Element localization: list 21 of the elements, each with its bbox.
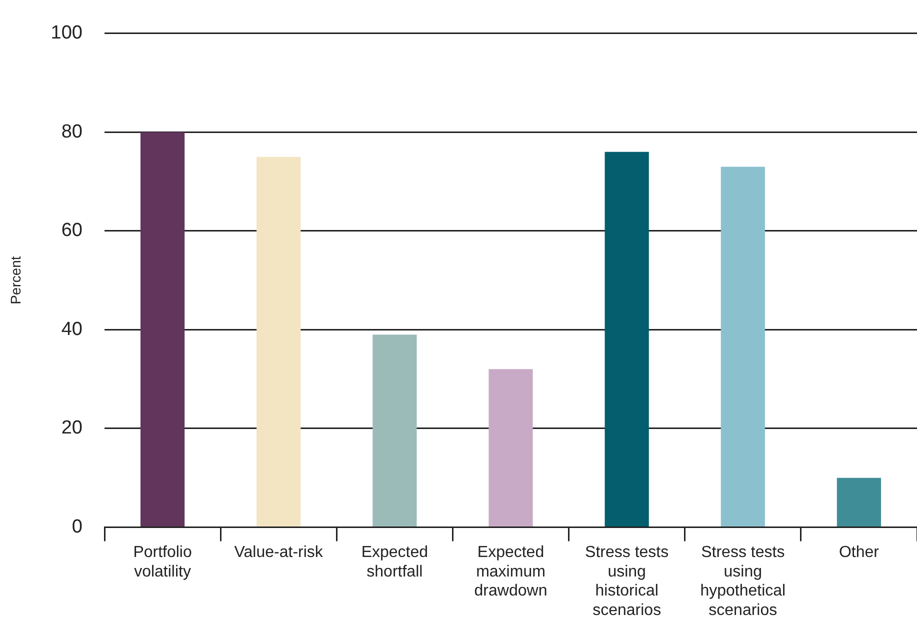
y-tick-label: 40: [61, 318, 82, 340]
bar: [256, 156, 301, 526]
bar: [604, 152, 649, 526]
bar: [720, 166, 765, 526]
bar: [836, 478, 882, 526]
y-tick-label: 60: [61, 220, 82, 242]
x-tick-label: Expected maximum drawdown: [474, 544, 548, 600]
y-tick-label: 20: [61, 418, 82, 439]
x-tick-label: Stress tests using hypothetical scenarios: [700, 544, 786, 619]
bar: [372, 334, 417, 526]
y-tick-label: 100: [50, 22, 82, 44]
x-tick-label: Other: [838, 544, 880, 562]
x-tick-label: Portfolio volatility: [133, 544, 192, 580]
bar: [140, 132, 185, 526]
y-axis-title: Percent: [7, 256, 24, 304]
y-tick-label: 80: [61, 121, 82, 142]
bar: [488, 369, 533, 526]
x-tick-label: Value-at-risk: [234, 544, 324, 562]
x-tick-label: Stress tests using historical scenarios: [585, 544, 669, 619]
y-tick-label: 0: [72, 516, 82, 538]
x-tick-label: Expected shortfall: [361, 544, 428, 580]
